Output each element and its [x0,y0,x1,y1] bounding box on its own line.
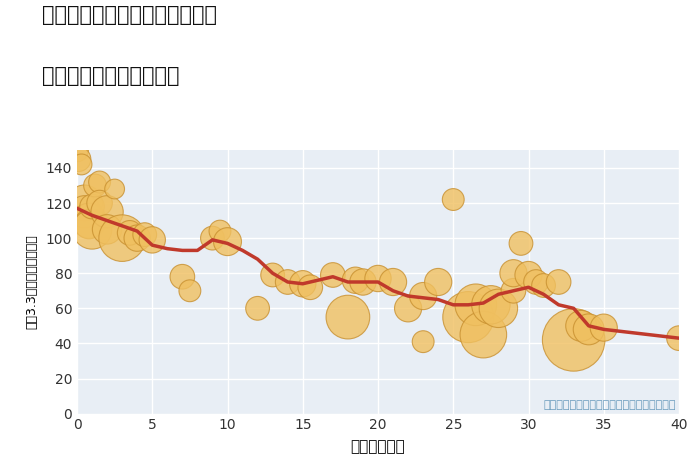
Point [94,199,105,207]
Point [470,301,482,309]
Point [90,182,101,189]
Point [252,305,263,312]
Point [493,305,504,312]
Point [76,161,87,168]
Point [350,276,361,284]
Point [372,275,384,282]
Point [477,331,489,338]
Point [583,326,594,333]
Point [184,287,195,295]
Point [87,226,98,233]
Point [79,208,90,216]
Point [508,287,519,295]
Point [448,196,459,204]
Point [515,240,526,247]
Point [553,278,564,286]
Point [83,217,94,224]
Point [207,235,218,242]
Point [94,178,105,186]
Point [267,271,278,279]
Text: 築年数別中古戸建て価格: 築年数別中古戸建て価格 [42,66,179,86]
Point [417,338,428,345]
Point [147,236,158,243]
Point [417,292,428,300]
Point [297,280,308,288]
Point [508,269,519,277]
Point [87,203,98,210]
Point [433,278,444,286]
X-axis label: 築年数（年）: 築年数（年） [351,439,405,454]
Point [402,305,414,312]
Point [568,336,580,344]
Point [83,220,94,228]
Point [116,235,128,242]
Point [342,313,354,321]
Point [304,283,316,291]
Point [124,229,135,236]
Text: 奈良県北葛城郡広陵町馬見南の: 奈良県北葛城郡広陵町馬見南の [42,5,217,25]
Point [139,231,150,238]
Point [598,324,609,331]
Point [282,278,293,286]
Point [102,226,113,233]
Point [328,271,339,279]
Point [463,313,474,321]
Point [109,185,120,193]
Point [575,322,587,329]
Point [523,271,534,279]
Point [71,147,83,154]
Point [102,208,113,216]
Point [132,235,143,242]
Point [673,334,685,342]
Point [176,273,188,281]
Point [531,278,542,286]
Point [214,227,225,235]
Y-axis label: 坪（3.3㎡）単価（万円）: 坪（3.3㎡）単価（万円） [26,235,38,329]
Point [222,238,233,245]
Point [79,199,90,207]
Point [485,301,496,309]
Point [538,282,549,289]
Text: 円の大きさは、取引のあった物件面積を示す: 円の大きさは、取引のあった物件面積を示す [543,400,676,410]
Point [73,156,84,163]
Point [388,278,399,286]
Point [357,278,368,286]
